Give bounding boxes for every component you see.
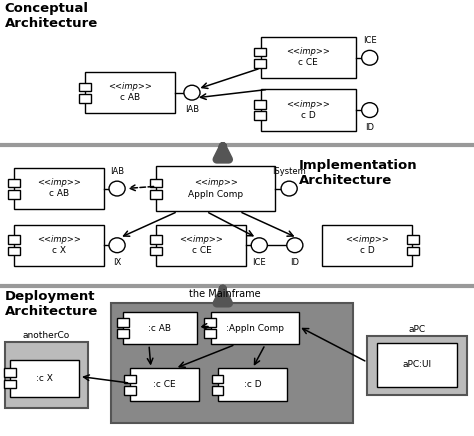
Bar [204, 330, 216, 338]
Circle shape [109, 181, 125, 196]
Text: c D: c D [360, 246, 375, 255]
Bar [79, 83, 91, 92]
Text: <<imp>>: <<imp>> [37, 178, 81, 187]
Text: IAB: IAB [110, 167, 124, 176]
Text: :c D: :c D [244, 380, 261, 389]
Bar [211, 375, 223, 384]
Text: Conceptual
Architecture: Conceptual Architecture [5, 2, 98, 30]
Bar [367, 336, 467, 395]
Text: aPC: aPC [409, 324, 426, 334]
Text: :c X: :c X [36, 374, 53, 383]
Bar [123, 312, 197, 344]
Text: Implementation
Architecture: Implementation Architecture [299, 159, 417, 187]
Bar [8, 247, 19, 255]
Bar [261, 89, 356, 131]
Circle shape [184, 85, 200, 100]
Text: anotherCo: anotherCo [23, 331, 70, 340]
Bar [14, 168, 104, 209]
Bar [204, 318, 216, 327]
Bar [322, 225, 412, 266]
Circle shape [251, 238, 267, 253]
Bar [14, 225, 104, 266]
Text: ID: ID [365, 123, 374, 132]
Text: c CE: c CE [298, 58, 318, 67]
Bar [150, 179, 162, 187]
Text: <<imp>>: <<imp>> [194, 177, 237, 187]
Text: ISystem: ISystem [272, 167, 306, 176]
Text: ICE: ICE [253, 258, 266, 267]
Text: c AB: c AB [49, 189, 69, 198]
Text: <<imp>>: <<imp>> [286, 100, 330, 109]
Bar [111, 303, 353, 423]
Text: IAB: IAB [185, 106, 199, 114]
Bar [5, 342, 88, 408]
Circle shape [281, 181, 297, 196]
Text: c X: c X [52, 246, 66, 255]
Bar [150, 190, 162, 199]
Bar [85, 72, 175, 113]
Text: IX: IX [113, 258, 121, 267]
Bar [130, 368, 199, 401]
Bar [4, 379, 16, 388]
Bar [407, 235, 419, 244]
Bar [124, 375, 136, 384]
Text: <<imp>>: <<imp>> [286, 48, 330, 57]
Text: Appln Comp: Appln Comp [188, 190, 243, 198]
Bar [117, 318, 128, 327]
Bar [377, 343, 457, 387]
Bar [124, 386, 136, 395]
Text: <<imp>>: <<imp>> [180, 235, 223, 244]
Text: c AB: c AB [120, 93, 140, 102]
Bar [4, 368, 16, 377]
Bar [117, 330, 128, 338]
Circle shape [362, 103, 378, 117]
Text: aPC:UI: aPC:UI [402, 361, 432, 369]
Bar [254, 59, 266, 68]
Bar [156, 166, 275, 211]
Bar [261, 37, 356, 78]
Bar [79, 94, 91, 103]
Bar [8, 179, 19, 187]
Bar [150, 235, 162, 244]
Text: <<imp>>: <<imp>> [109, 82, 152, 92]
Bar [8, 190, 19, 199]
Circle shape [109, 238, 125, 253]
Bar [254, 112, 266, 120]
Bar [150, 247, 162, 255]
Bar [254, 100, 266, 109]
Text: :c CE: :c CE [154, 380, 176, 389]
Bar [156, 225, 246, 266]
Text: :Appln Comp: :Appln Comp [226, 324, 284, 333]
Text: c D: c D [301, 111, 316, 119]
Text: Deployment
Architecture: Deployment Architecture [5, 290, 98, 318]
Text: :c AB: :c AB [148, 324, 172, 333]
Bar [407, 247, 419, 255]
Bar [10, 360, 79, 397]
Text: <<imp>>: <<imp>> [37, 235, 81, 244]
Bar [254, 48, 266, 57]
Circle shape [287, 238, 303, 253]
Text: <<imp>>: <<imp>> [346, 235, 389, 244]
Bar [211, 386, 223, 395]
Circle shape [362, 51, 378, 65]
Bar [8, 235, 19, 244]
Text: c CE: c CE [191, 246, 211, 255]
Bar [211, 312, 299, 344]
Text: ID: ID [291, 258, 299, 267]
Text: ICE: ICE [363, 36, 376, 45]
Text: the Mainframe: the Mainframe [189, 289, 261, 299]
Bar [218, 368, 287, 401]
